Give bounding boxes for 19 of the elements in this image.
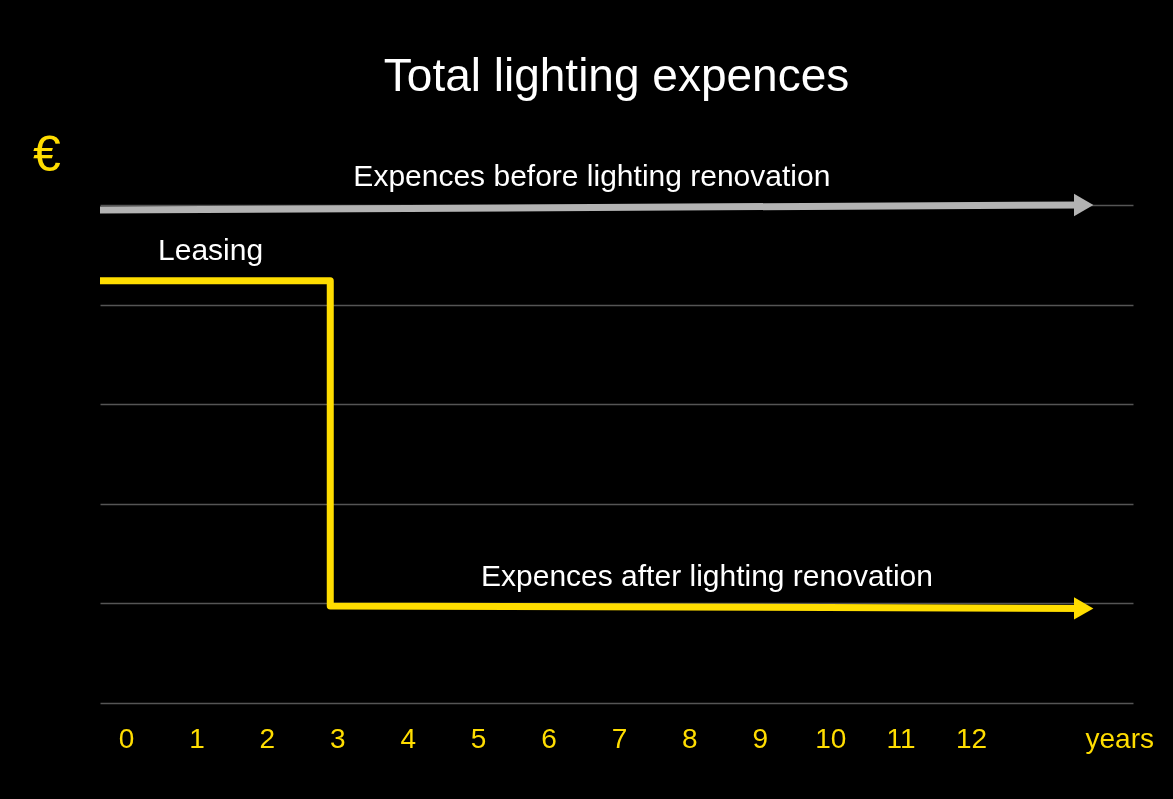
x-tick-label: 0 [118,722,135,754]
x-axis-title: years [1085,722,1154,754]
y-axis-title: € [33,126,62,182]
x-tick-label: 7 [611,722,628,754]
annotation: Leasing [158,232,264,266]
x-tick-label: 11 [886,722,916,754]
x-tick-label: 12 [955,722,988,754]
x-tick-label: 2 [259,722,276,754]
x-tick-label: 5 [470,722,487,754]
series-label: Expences after lighting renovation [481,559,933,593]
x-tick-label: 6 [541,722,557,754]
chart-title: Total lighting expences [383,49,850,101]
x-tick-label: 1 [189,722,205,754]
x-tick-label: 3 [330,722,346,754]
x-tick-label: 8 [682,722,698,754]
series-label: Expences before lighting renovation [353,159,831,193]
x-tick-label: 9 [752,722,769,754]
x-tick-label: 10 [815,722,847,754]
x-tick-label: 4 [400,722,417,754]
